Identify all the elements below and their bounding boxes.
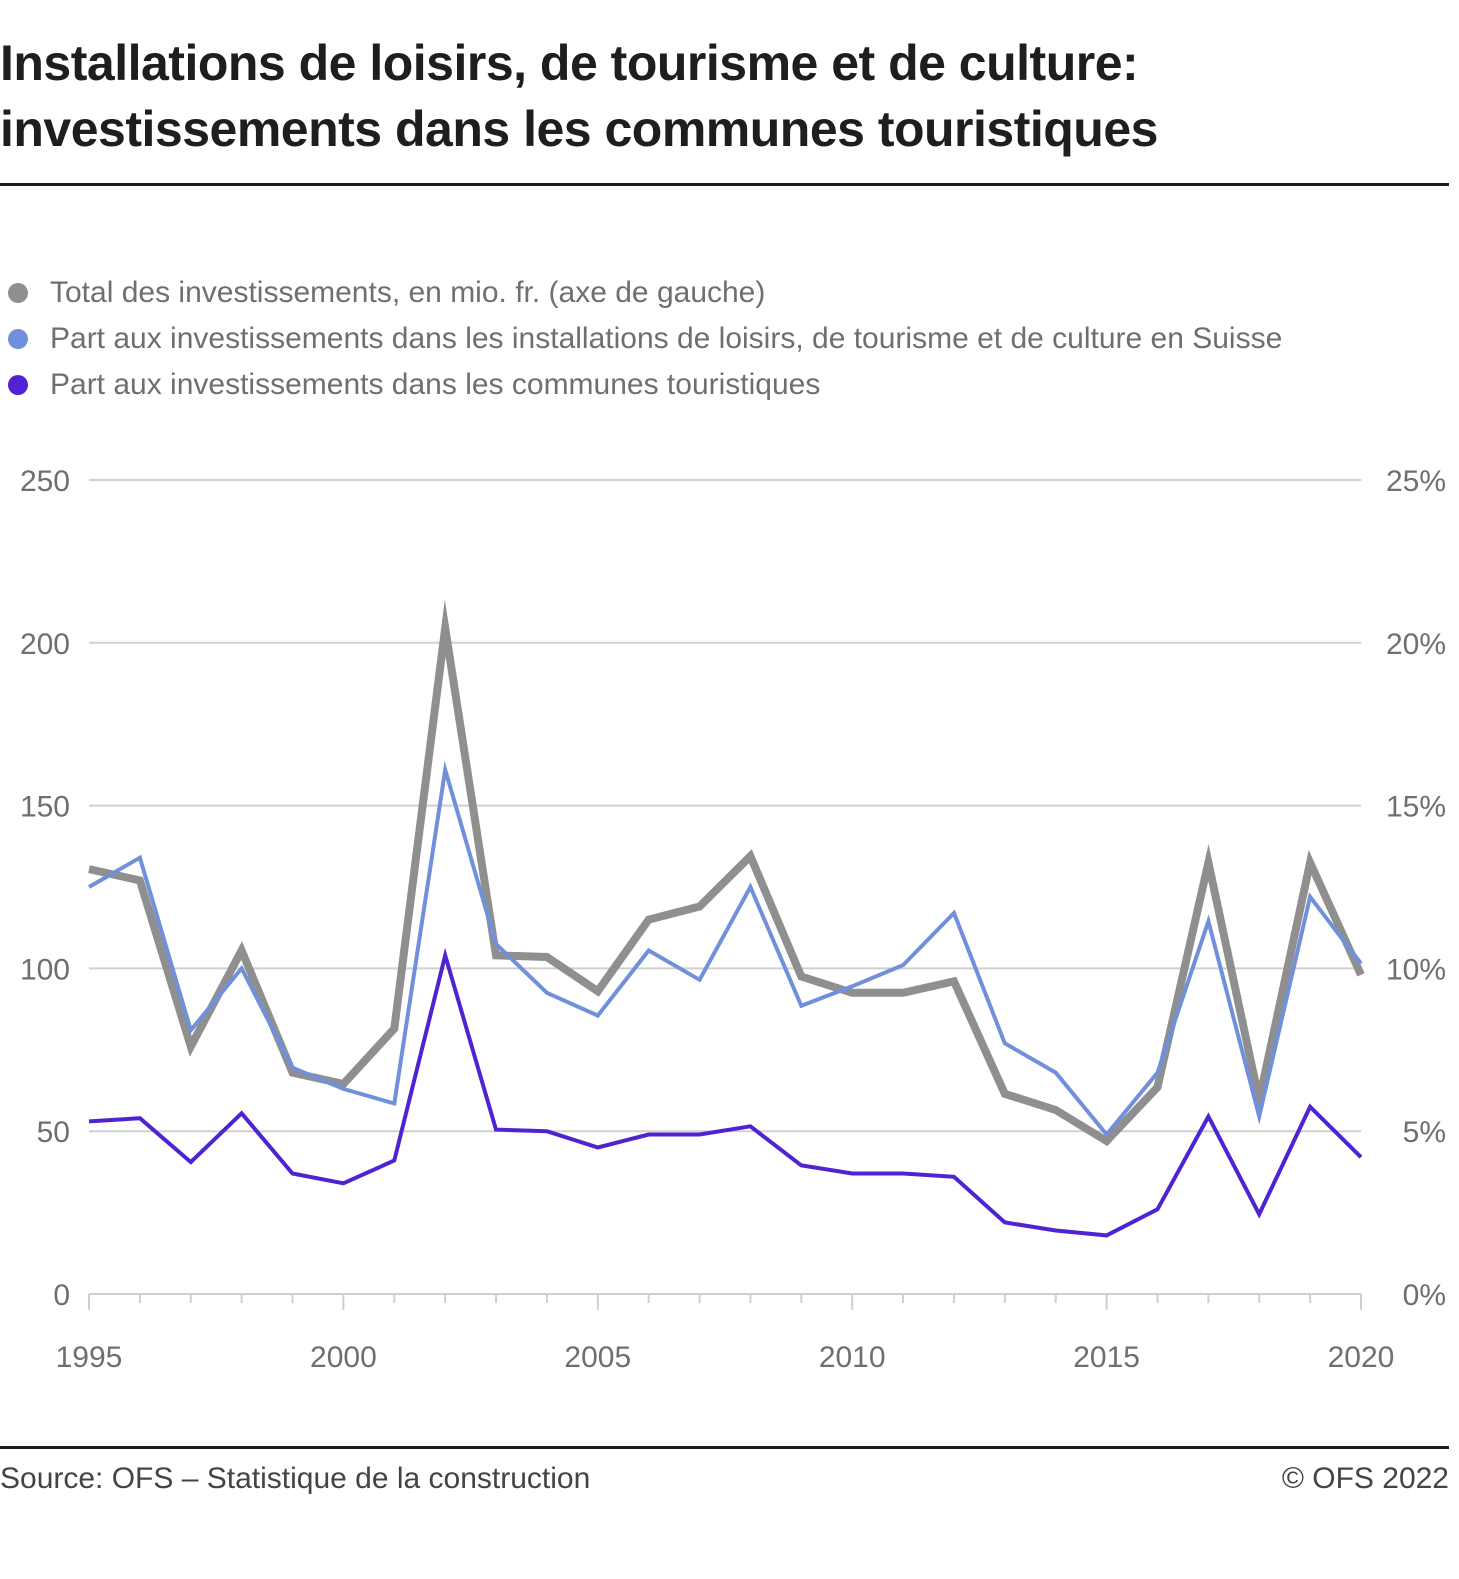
y-right-tick-label: 0% bbox=[1403, 1279, 1446, 1312]
y-left-tick-label: 0 bbox=[53, 1279, 70, 1312]
series-total-line bbox=[88, 599, 1365, 1147]
y-left-tick-label: 200 bbox=[20, 628, 70, 661]
y-right-tick-label: 5% bbox=[1403, 1116, 1446, 1149]
legend-label-share-switzerland: Part aux investissements dans les instal… bbox=[50, 322, 1283, 355]
y-right-tick-label: 15% bbox=[1386, 791, 1446, 824]
chart-title: Installations de loisirs, de tourisme et… bbox=[0, 30, 1459, 162]
legend-item-total: Total des investissements, en mio. fr. (… bbox=[8, 270, 1282, 316]
legend: Total des investissements, en mio. fr. (… bbox=[8, 270, 1282, 408]
series-share-tourist-communes-line bbox=[88, 947, 1363, 1238]
y-right-tick-label: 10% bbox=[1386, 953, 1446, 986]
legend-marker-share-switzerland bbox=[8, 329, 28, 349]
y-left-tick-label: 250 bbox=[20, 465, 70, 498]
gridlines bbox=[89, 479, 1361, 1295]
x-tick-label: 2015 bbox=[1073, 1341, 1140, 1374]
y-left-tick-label: 150 bbox=[20, 791, 70, 824]
title-divider bbox=[0, 183, 1449, 186]
legend-marker-share-tourist-communes bbox=[8, 375, 28, 395]
series-share-switzerland-line bbox=[88, 760, 1363, 1138]
y-left-tick-label: 100 bbox=[20, 953, 70, 986]
legend-item-share-switzerland: Part aux investissements dans les instal… bbox=[8, 316, 1282, 362]
x-tick-label: 2010 bbox=[819, 1341, 886, 1374]
chart-title-line-2: investissements dans les communes touris… bbox=[0, 101, 1158, 157]
y-axis-right: 0% 5% 10% 15% 20% 25% bbox=[1386, 465, 1446, 1312]
legend-item-share-tourist-communes: Part aux investissements dans les commun… bbox=[8, 362, 1282, 408]
series-lines bbox=[88, 599, 1365, 1238]
line-chart: 0 50 100 150 200 250 0% 5% 10% 15% 20% 25% 1995 200… bbox=[20, 465, 1446, 1374]
source-note: Source: OFS – Statistique de la construc… bbox=[0, 1462, 591, 1495]
x-tick-label: 2005 bbox=[564, 1341, 631, 1374]
y-left-tick-label: 50 bbox=[37, 1116, 70, 1149]
x-axis: 1995 2000 2005 2010 2015 2020 bbox=[56, 1293, 1395, 1374]
footer-divider bbox=[0, 1446, 1449, 1449]
x-tick-label: 2000 bbox=[310, 1341, 377, 1374]
legend-label-share-tourist-communes: Part aux investissements dans les commun… bbox=[50, 368, 821, 401]
legend-marker-total bbox=[8, 283, 28, 303]
legend-label-total: Total des investissements, en mio. fr. (… bbox=[50, 276, 766, 309]
chart-title-line-1: Installations de loisirs, de tourisme et… bbox=[0, 35, 1139, 91]
y-right-tick-label: 25% bbox=[1386, 465, 1446, 498]
y-axis-left: 0 50 100 150 200 250 bbox=[20, 465, 70, 1312]
x-tick-label: 1995 bbox=[56, 1341, 123, 1374]
copyright-note: © OFS 2022 bbox=[1281, 1462, 1449, 1495]
x-tick-label: 2020 bbox=[1328, 1341, 1395, 1374]
y-right-tick-label: 20% bbox=[1386, 628, 1446, 661]
